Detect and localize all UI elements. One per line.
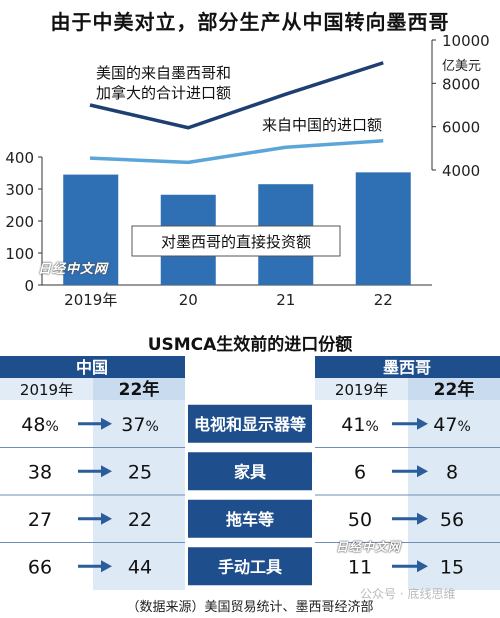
series-line [89,139,384,165]
china-header-label: 中国 [76,358,108,377]
category-label-box [188,499,312,538]
year-header-cell [0,378,93,400]
china-22-value: 22 [128,509,152,531]
series-line [89,61,384,130]
category-label: 拖车等 [226,510,274,529]
percent-sign: % [457,419,470,435]
mexico-2019-value: 41% [341,414,379,436]
right-tick-label: 8000 [442,75,480,93]
mexico-2019-value: 11 [348,556,372,578]
year-header-cell [93,378,185,400]
china-22-value: 44 [128,556,152,578]
left-tick-label: 100 [5,245,34,263]
source-note: （数据来源）美国贸易统计、墨西哥经济部 [126,600,374,615]
x-tick-label: 2019年 [64,291,117,309]
mexico-arrow-head [417,417,428,430]
mexico-header [315,356,500,378]
china-2019-value: 48% [21,414,59,436]
bar-label-box [131,225,341,257]
mexico-2019-value: 6 [354,461,366,483]
watermark-3: 公众号 · 底线思维 [360,587,456,601]
x-tick-label: 20 [179,291,198,309]
category-label: 电视和显示器等 [194,415,306,434]
year-a-label: 2019年 [335,381,388,399]
series-label-line1: 美国的来自墨西哥和 [96,64,231,82]
china-22-value: 25 [128,461,152,483]
category-label-box [188,547,312,586]
china-arrow-head [101,512,112,525]
mexico-arrow-head [417,512,428,525]
china-2019-value: 66 [28,556,52,578]
x-tick-label: 21 [276,291,295,309]
china-2019-value: 38 [28,461,52,483]
mexico-arrow-head [417,560,428,573]
x-tick-label: 22 [374,291,393,309]
mexico-22-value: 15 [440,556,464,578]
right-tick-label: 10000 [442,32,490,50]
left-tick-label: 400 [5,149,34,167]
china-22-value: 37% [121,414,159,436]
chart-title: 由于中美对立，部分生产从中国转向墨西哥 [50,10,450,34]
mexico-arrow-head [417,465,428,478]
mexico-22-value: 56 [440,509,464,531]
mexico-header-label: 墨西哥 [383,358,431,377]
watermark-1: 日经中文网 [38,262,109,277]
bar [355,172,411,285]
mexico-2019-value: 50 [348,509,372,531]
series-label-line2: 加拿大的合计进口额 [96,84,231,102]
bar-series-label: 对墨西哥的直接投资额 [161,233,311,251]
category-label-box [188,404,312,443]
mexico-22-value: 8 [446,461,458,483]
right-tick-label: 4000 [442,162,480,180]
percent-sign: % [145,419,158,435]
china-2019-value: 27 [28,509,52,531]
china-header [0,356,185,378]
table-title: USMCA生效前的进口份额 [147,335,353,355]
year-header-cell [408,378,500,400]
china-arrow-head [101,465,112,478]
left-tick-label: 200 [5,213,34,231]
category-label: 手动工具 [218,557,282,576]
percent-sign: % [45,419,58,435]
percent-sign: % [365,419,378,435]
china-arrow-head [101,417,112,430]
bar [63,174,119,285]
year-b-label: 22年 [434,379,475,400]
mexico-22-value: 47% [433,414,471,436]
year-header-cell [315,378,408,400]
year-b-label: 22年 [119,379,160,400]
right-axis-unit: 亿美元 [442,59,481,74]
right-tick-label: 6000 [442,119,480,137]
left-tick-label: 0 [24,277,34,295]
left-tick-label: 300 [5,181,34,199]
series-label: 来自中国的进口额 [262,116,382,134]
china-arrow-head [101,560,112,573]
year-a-label: 2019年 [20,381,73,399]
category-label-box [188,452,312,491]
category-label: 家具 [234,462,266,481]
investment-import-chart: 0 100 200 300 400 4000 6000 8000 10000 亿美元 2019年 20… [5,32,490,309]
watermark-2: 日经中文网 [336,540,402,554]
